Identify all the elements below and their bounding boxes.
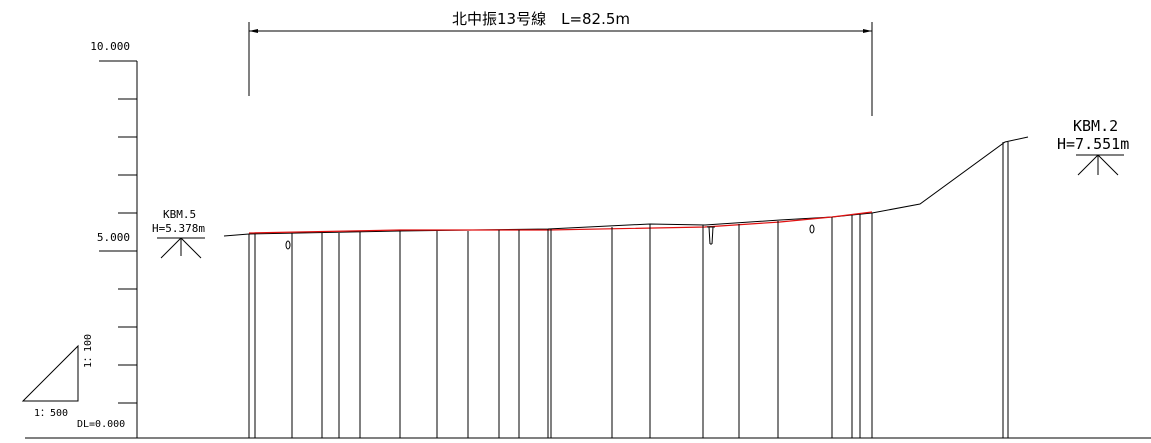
culvert-marker — [707, 226, 715, 245]
manhole-marker — [285, 240, 291, 250]
elevation-axis — [99, 60, 138, 438]
manhole-marker — [809, 224, 815, 234]
station-lines — [248, 142, 1009, 438]
benchmark-symbol — [1076, 154, 1124, 176]
drawing-title: 北中振13号線 L=82.5m — [452, 10, 631, 28]
benchmark-height: H=5.378m — [152, 222, 205, 235]
vertical-scale-label: 1：100 — [83, 333, 94, 368]
elevation-label-top: 10.000 — [90, 40, 130, 53]
ground-profile-line — [223, 136, 1029, 237]
benchmark-name: KBM.5 — [163, 208, 197, 221]
length-dimension — [248, 22, 873, 116]
datum-label: DL=0.000 — [77, 419, 126, 430]
benchmark-symbol — [157, 237, 205, 259]
benchmark-height: H=7.551m — [1057, 135, 1130, 153]
benchmark-name: KBM.2 — [1073, 117, 1119, 135]
design-profile-line — [248, 211, 873, 234]
horizontal-scale-label: 1：500 — [34, 408, 69, 419]
elevation-label-mid: 5.000 — [96, 231, 130, 244]
scale-triangle — [21, 344, 79, 402]
